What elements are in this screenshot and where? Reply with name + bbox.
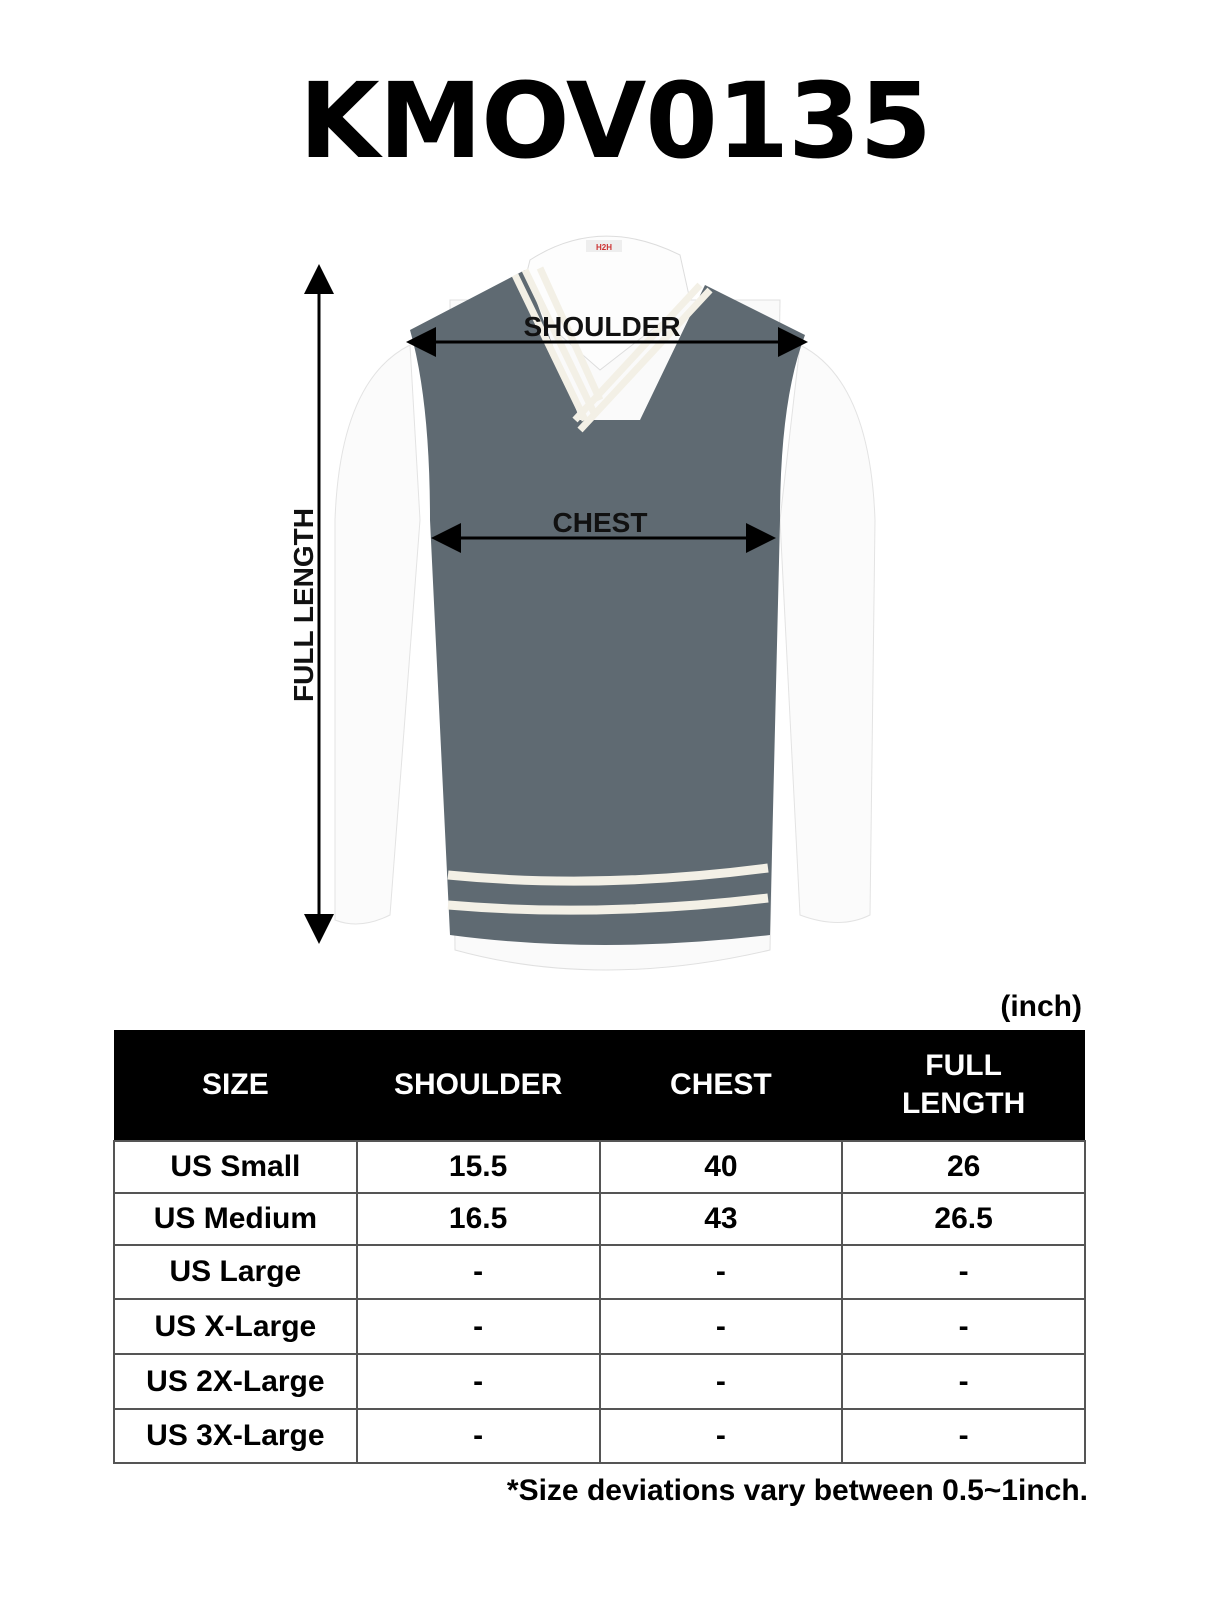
garment-illustration: H2H SHOULDER CHEST FULL LENGTH [288, 235, 876, 971]
table-cell: 43 [598, 1192, 844, 1246]
table-row: US Large - - - [113, 1244, 1086, 1300]
table-cell: - [598, 1244, 844, 1300]
table-cell: - [598, 1408, 844, 1464]
product-code-title: KMOV0135 [299, 60, 932, 182]
table-row: US Medium 16.5 43 26.5 [113, 1192, 1086, 1246]
table-cell: 15.5 [355, 1140, 601, 1194]
table-cell: 16.5 [355, 1192, 601, 1246]
table-cell: - [355, 1353, 601, 1410]
table-cell: - [598, 1353, 844, 1410]
unit-label: (inch) [1000, 990, 1082, 1023]
table-row: US 3X-Large - - - [113, 1408, 1086, 1464]
table-cell: - [598, 1298, 844, 1355]
table-header-row: SIZE SHOULDER CHEST FULL LENGTH [114, 1030, 1085, 1141]
brand-tag-text: H2H [596, 243, 612, 252]
table-row: US Small 15.5 40 26 [113, 1140, 1086, 1194]
shoulder-label: SHOULDER [523, 311, 680, 342]
table-cell: - [841, 1244, 1086, 1300]
table-cell: - [355, 1244, 601, 1300]
table-cell: 40 [598, 1140, 844, 1194]
table-cell: US 2X-Large [113, 1353, 358, 1410]
table-cell: US Large [113, 1244, 358, 1300]
table-cell: 26 [841, 1140, 1086, 1194]
table-row: US X-Large - - - [113, 1298, 1086, 1355]
table-cell: US 3X-Large [113, 1408, 358, 1464]
header-size: SIZE [114, 1030, 357, 1141]
measurement-arrows: SHOULDER CHEST FULL LENGTH [288, 264, 808, 944]
table-cell: 26.5 [841, 1192, 1086, 1246]
table-cell: US X-Large [113, 1298, 358, 1355]
table-cell: US Medium [113, 1192, 358, 1246]
header-chest: CHEST [599, 1030, 843, 1141]
table-cell: - [841, 1408, 1086, 1464]
full-length-label: FULL LENGTH [288, 508, 319, 702]
header-full-length: FULL LENGTH [842, 1030, 1085, 1141]
size-deviation-note: *Size deviations vary between 0.5~1inch. [506, 1474, 1088, 1507]
table-row: US 2X-Large - - - [113, 1353, 1086, 1410]
table-cell: - [841, 1353, 1086, 1410]
size-table: SIZE SHOULDER CHEST FULL LENGTH US Small… [113, 1030, 1086, 1464]
table-cell: - [355, 1408, 601, 1464]
table-cell: - [355, 1298, 601, 1355]
chest-label: CHEST [553, 507, 648, 538]
brand-tag [586, 240, 622, 252]
table-cell: US Small [113, 1140, 358, 1194]
table-cell: - [841, 1298, 1086, 1355]
header-shoulder: SHOULDER [356, 1030, 600, 1141]
